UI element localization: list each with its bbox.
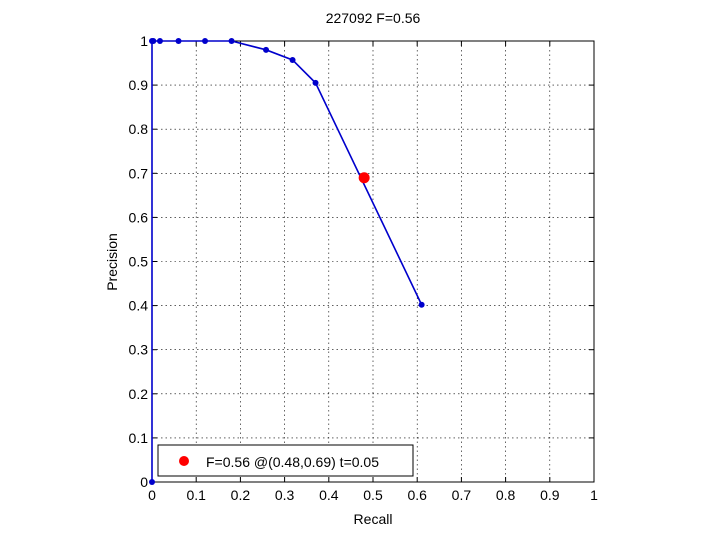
data-point bbox=[312, 79, 319, 86]
y-tick-label: 0.4 bbox=[129, 298, 149, 314]
y-tick-label: 0.6 bbox=[129, 209, 149, 225]
legend-box bbox=[157, 444, 414, 477]
x-tick-label: 0.3 bbox=[275, 487, 295, 503]
ticks: 0 0.1 0.2 0.3 0.4 0.5 0.6 0.7 0.8 0.9 1 0 0.1 0.2 0.3 0… bbox=[129, 33, 599, 503]
x-tick-label: 0.9 bbox=[540, 487, 560, 503]
y-axis-label: Precision bbox=[104, 233, 120, 291]
x-tick-label: 0 bbox=[148, 487, 156, 503]
y-tick-label: 1 bbox=[140, 33, 148, 49]
y-tick-label: 0 bbox=[140, 474, 148, 490]
y-tick-label: 0.9 bbox=[129, 77, 149, 93]
data-point bbox=[156, 38, 163, 44]
series-layer bbox=[149, 38, 425, 485]
data-point bbox=[175, 38, 182, 44]
x-tick-label: 1 bbox=[590, 487, 598, 503]
grid bbox=[152, 41, 594, 482]
chart-title: 227092 F=0.56 bbox=[326, 10, 421, 26]
x-tick-label: 0.5 bbox=[363, 487, 383, 503]
data-point bbox=[289, 56, 296, 63]
data-point bbox=[202, 38, 209, 44]
y-tick-label: 0.7 bbox=[129, 165, 149, 181]
best-f-point bbox=[358, 172, 370, 184]
data-point bbox=[228, 38, 235, 44]
plot-area: 0 0.1 0.2 0.3 0.4 0.5 0.6 0.7 0.8 0.9 1 0 0.1 0.2 0.3 0… bbox=[129, 33, 599, 503]
x-tick-label: 0.1 bbox=[186, 487, 206, 503]
y-tick-label: 0.2 bbox=[129, 386, 149, 402]
x-tick-label: 0.6 bbox=[407, 487, 427, 503]
x-axis-label: Recall bbox=[354, 511, 393, 527]
legend: F=0.56 @(0.48,0.69) t=0.05 bbox=[157, 444, 414, 477]
legend-label: F=0.56 @(0.48,0.69) t=0.05 bbox=[206, 454, 379, 470]
data-point bbox=[150, 38, 157, 44]
data-point bbox=[149, 479, 155, 485]
x-tick-label: 0.8 bbox=[496, 487, 516, 503]
legend-marker bbox=[179, 456, 189, 466]
data-point bbox=[263, 46, 270, 53]
y-tick-label: 0.3 bbox=[129, 342, 149, 358]
data-point bbox=[418, 301, 425, 308]
y-tick-label: 0.5 bbox=[129, 254, 149, 270]
y-tick-label: 0.8 bbox=[129, 121, 149, 137]
y-tick-label: 0.1 bbox=[129, 430, 149, 446]
x-tick-label: 0.7 bbox=[452, 487, 472, 503]
x-tick-label: 0.2 bbox=[231, 487, 251, 503]
x-tick-label: 0.4 bbox=[319, 487, 339, 503]
